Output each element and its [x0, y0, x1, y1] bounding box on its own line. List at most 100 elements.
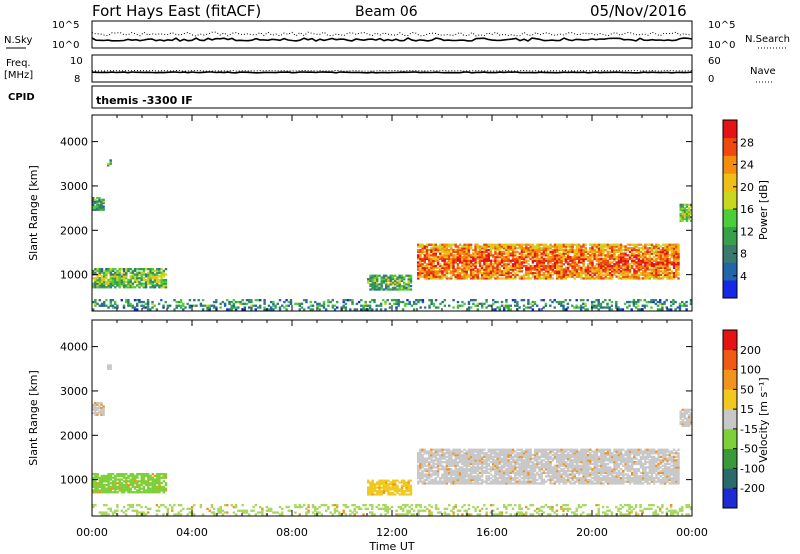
- range-gate-cell: [597, 272, 601, 275]
- range-gate-cell: [637, 257, 640, 261]
- range-gate-cell: [151, 489, 154, 492]
- range-gate-cell: [514, 252, 517, 255]
- range-gate-cell: [283, 306, 286, 309]
- range-gate-cell: [558, 259, 561, 262]
- range-gate-cell: [421, 268, 424, 271]
- range-gate-cell: [498, 475, 501, 478]
- range-gate-cell: [500, 277, 504, 280]
- range-gate-cell: [516, 263, 519, 266]
- range-gate-cell: [659, 300, 662, 304]
- range-gate-cell: [492, 263, 495, 266]
- range-gate-cell: [450, 277, 453, 280]
- range-gate-cell: [481, 268, 484, 271]
- range-gate-cell: [553, 256, 557, 259]
- range-gate-cell: [611, 256, 614, 259]
- range-gate-cell: [608, 264, 612, 268]
- range-gate-cell: [633, 275, 636, 278]
- range-gate-cell: [228, 300, 231, 304]
- range-gate-cell: [503, 466, 506, 469]
- range-gate-cell: [474, 482, 477, 485]
- range-gate-cell: [641, 308, 644, 311]
- range-gate-cell: [445, 464, 449, 467]
- range-gate-cell: [666, 247, 669, 250]
- range-gate-cell: [445, 459, 449, 462]
- range-gate-cell: [496, 245, 499, 248]
- range-gate-cell: [133, 273, 137, 276]
- range-gate-cell: [452, 250, 455, 253]
- range-gate-cell: [368, 300, 372, 304]
- range-gate-cell: [494, 459, 497, 462]
- range-gate-cell: [153, 474, 157, 478]
- range-gate-cell: [116, 473, 119, 476]
- range-gate-cell: [322, 302, 326, 305]
- range-gate-cell: [489, 248, 493, 252]
- range-gate-cell: [94, 302, 97, 305]
- range-gate-cell: [553, 272, 557, 275]
- range-gate-cell: [478, 455, 482, 458]
- range-gate-cell: [454, 257, 457, 261]
- range-gate-cell: [655, 250, 658, 253]
- range-gate-cell: [179, 300, 183, 304]
- range-gate-cell: [551, 448, 554, 451]
- range-gate-cell: [447, 259, 451, 262]
- range-gate-cell: [505, 457, 508, 460]
- range-gate-cell: [445, 277, 449, 280]
- range-gate-cell: [469, 247, 473, 250]
- range-gate-cell: [533, 254, 537, 257]
- range-gate-cell: [436, 273, 440, 277]
- range-gate-cell: [547, 264, 550, 268]
- range-gate-cell: [677, 254, 680, 257]
- range-gate-cell: [419, 473, 422, 476]
- range-gate-cell: [419, 273, 422, 277]
- range-gate-cell: [553, 299, 556, 302]
- range-gate-cell: [373, 283, 377, 286]
- range-gate-cell: [511, 466, 515, 469]
- range-gate-cell: [461, 263, 464, 266]
- range-gate-cell: [558, 257, 561, 261]
- range-gate-cell: [367, 281, 370, 284]
- range-gate-cell: [158, 268, 161, 271]
- range-gate-cell: [578, 248, 581, 252]
- range-gate-cell: [533, 256, 537, 259]
- range-gate-cell: [102, 407, 105, 410]
- range-gate-cell: [553, 475, 557, 478]
- range-gate-cell: [140, 278, 143, 282]
- range-gate-cell: [441, 259, 444, 262]
- range-gate-cell: [516, 448, 519, 451]
- range-gate-cell: [659, 256, 662, 259]
- range-gate-cell: [600, 259, 603, 262]
- range-gate-cell: [472, 457, 475, 460]
- range-gate-cell: [571, 304, 574, 307]
- range-gate-cell: [430, 452, 433, 455]
- range-gate-cell: [683, 214, 687, 217]
- range-gate-cell: [626, 277, 629, 280]
- range-gate-cell: [544, 455, 548, 458]
- range-gate-cell: [608, 257, 612, 261]
- colorbar-segment: [723, 120, 737, 139]
- range-gate-cell: [540, 450, 543, 453]
- range-gate-cell: [116, 485, 119, 488]
- range-gate-cell: [635, 248, 638, 252]
- range-gate-cell: [615, 272, 618, 275]
- range-gate-cell: [439, 464, 442, 467]
- range-gate-cell: [573, 264, 576, 268]
- range-gate-cell: [100, 282, 104, 285]
- range-gate-cell: [591, 256, 594, 259]
- range-gate-cell: [492, 448, 495, 451]
- range-gate-cell: [469, 256, 473, 259]
- range-gate-cell: [661, 263, 665, 266]
- range-gate-cell: [400, 479, 404, 482]
- range-gate-cell: [463, 248, 466, 252]
- range-gate-cell: [107, 278, 110, 282]
- range-gate-cell: [544, 475, 548, 478]
- range-gate-cell: [500, 254, 504, 257]
- range-gate-cell: [653, 259, 656, 262]
- range-gate-cell: [98, 407, 101, 410]
- range-gate-cell: [511, 464, 515, 467]
- range-gate-cell: [476, 268, 479, 271]
- range-gate-cell: [322, 306, 326, 309]
- range-gate-cell: [131, 304, 134, 307]
- range-gate-cell: [644, 259, 647, 262]
- range-gate-cell: [525, 266, 528, 269]
- range-gate-cell: [580, 464, 583, 467]
